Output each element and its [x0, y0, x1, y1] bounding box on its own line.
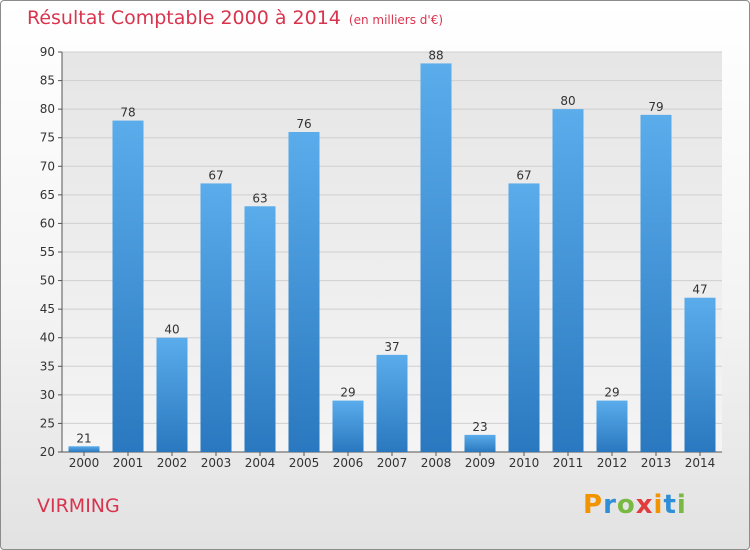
bar-value-label: 76: [296, 117, 311, 131]
x-tick-label: 2012: [597, 456, 628, 470]
bar-value-label: 29: [340, 386, 355, 400]
chart-title: Résultat Comptable 2000 à 2014: [27, 7, 341, 29]
y-tick-label: 85: [40, 74, 55, 88]
x-tick-label: 2004: [245, 456, 276, 470]
bar: [640, 114, 672, 452]
y-tick-label: 75: [40, 131, 55, 145]
y-tick-label: 35: [40, 359, 55, 373]
y-tick-label: 55: [40, 245, 55, 259]
x-tick-label: 2010: [509, 456, 540, 470]
logo-letter: i: [676, 490, 687, 520]
x-tick-label: 2005: [289, 456, 320, 470]
bar: [200, 183, 232, 452]
bar: [596, 400, 628, 452]
logo-letter: r: [603, 490, 617, 520]
bar: [508, 183, 540, 452]
x-tick-label: 2003: [201, 456, 232, 470]
y-tick-label: 80: [40, 102, 55, 116]
x-tick-label: 2009: [465, 456, 496, 470]
bar-value-label: 37: [384, 340, 399, 354]
bar-value-label: 47: [692, 283, 707, 297]
bar: [112, 120, 144, 453]
bar-value-label: 88: [428, 48, 443, 62]
y-tick-label: 60: [40, 216, 55, 230]
y-tick-label: 70: [40, 159, 55, 173]
bar: [464, 434, 496, 452]
logo-letter: t: [663, 490, 677, 520]
bar-value-label: 63: [252, 191, 267, 205]
x-tick-label: 2008: [421, 456, 452, 470]
x-tick-label: 2002: [157, 456, 188, 470]
logo-letter: o: [616, 490, 636, 520]
logo-letter: P: [583, 490, 604, 520]
chart-subtitle: (en milliers d'€): [348, 13, 444, 27]
y-tick-label: 30: [40, 388, 55, 402]
bar-value-label: 21: [76, 431, 91, 445]
proxiti-logo: Proxiti: [583, 490, 687, 520]
bar-value-label: 80: [560, 94, 575, 108]
y-tick-label: 40: [40, 331, 55, 345]
bar: [288, 132, 320, 452]
chart-title-block: Résultat Comptable 2000 à 2014 (en millie…: [27, 7, 443, 29]
y-tick-label: 45: [40, 302, 55, 316]
bar: [376, 354, 408, 452]
bar-value-label: 78: [120, 106, 135, 120]
y-tick-label: 65: [40, 188, 55, 202]
x-tick-label: 2013: [641, 456, 672, 470]
bar: [684, 297, 716, 452]
bar-value-label: 79: [648, 100, 663, 114]
x-tick-label: 2000: [69, 456, 100, 470]
bar-value-label: 23: [472, 420, 487, 434]
commune-name: VIRMING: [37, 495, 120, 517]
bar-value-label: 67: [516, 168, 531, 182]
y-tick-label: 50: [40, 274, 55, 288]
y-tick-label: 25: [40, 416, 55, 430]
bar: [156, 337, 188, 452]
x-tick-label: 2006: [333, 456, 364, 470]
bar: [420, 63, 452, 453]
y-tick-label: 20: [40, 445, 55, 459]
logo-letter: i: [653, 490, 664, 520]
y-tick-label: 90: [40, 45, 55, 59]
logo-letter: x: [635, 490, 654, 520]
bar: [552, 109, 584, 453]
bar-value-label: 40: [164, 323, 179, 337]
bar-value-label: 29: [604, 386, 619, 400]
bar: [332, 400, 364, 452]
x-tick-label: 2001: [113, 456, 144, 470]
bar-value-label: 67: [208, 168, 223, 182]
bar: [244, 206, 276, 452]
bar: [68, 446, 100, 452]
x-tick-label: 2011: [553, 456, 584, 470]
x-tick-label: 2007: [377, 456, 408, 470]
x-tick-label: 2014: [685, 456, 716, 470]
